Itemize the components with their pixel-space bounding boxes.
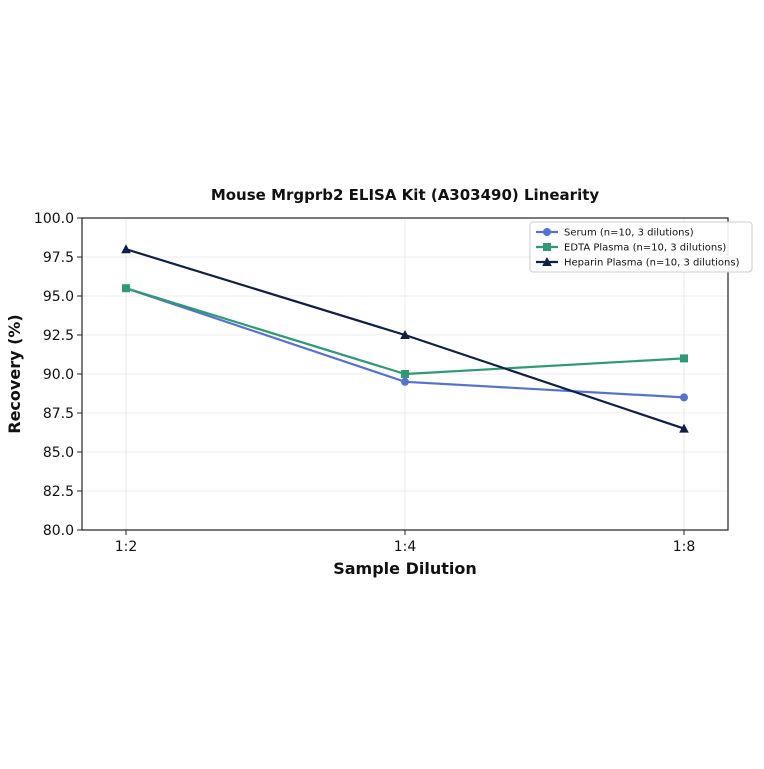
series-2 (122, 284, 688, 378)
legend-marker (542, 257, 552, 266)
x-tick-label: 1:4 (394, 539, 417, 555)
y-tick-label: 90.0 (43, 367, 74, 383)
x-tick-label: 1:8 (673, 539, 696, 555)
x-axis-ticks: 1:2 1:4 1:8 (115, 530, 696, 555)
y-tick-label: 80.0 (43, 523, 74, 539)
legend-marker (543, 228, 551, 236)
chart-title: Mouse Mrgprb2 ELISA Kit (A303490) Linear… (211, 186, 600, 204)
legend-label: Serum (n=10, 3 dilutions) (564, 228, 694, 239)
data-point (401, 377, 409, 386)
legend-item: EDTA Plasma (n=10, 3 dilutions) (536, 243, 726, 254)
y-axis-ticks: 80.0 82.5 85.0 87.5 90.0 92.5 95.0 97.5 100.0 (34, 211, 82, 539)
x-axis-label: Sample Dilution (333, 559, 477, 578)
y-tick-label: 97.5 (43, 250, 74, 266)
legend-box (529, 221, 753, 273)
series-layer (121, 244, 689, 433)
data-point (680, 393, 688, 402)
y-tick-label: 87.5 (43, 406, 74, 422)
x-tick-label: 1:2 (115, 539, 138, 555)
legend-marker (543, 243, 551, 251)
legend-label: EDTA Plasma (n=10, 3 dilutions) (564, 243, 726, 254)
y-tick-label: 92.5 (43, 328, 74, 344)
data-point (680, 354, 688, 363)
y-tick-label: 85.0 (43, 445, 74, 461)
data-point (122, 284, 130, 293)
y-tick-label: 100.0 (34, 211, 74, 227)
data-point (679, 423, 689, 433)
series-3 (121, 244, 689, 433)
y-tick-label: 82.5 (43, 484, 74, 500)
legend-item: Serum (n=10, 3 dilutions) (536, 228, 694, 239)
y-axis-label: Recovery (%) (5, 314, 24, 433)
legend-label: Heparin Plasma (n=10, 3 dilutions) (564, 258, 740, 269)
legend-item: Heparin Plasma (n=10, 3 dilutions) (536, 257, 740, 269)
data-point (121, 244, 131, 254)
legend: Serum (n=10, 3 dilutions) EDTA Plasma (n=… (529, 221, 753, 273)
y-tick-label: 95.0 (43, 289, 74, 305)
data-point (401, 370, 409, 378)
data-point (400, 330, 410, 339)
